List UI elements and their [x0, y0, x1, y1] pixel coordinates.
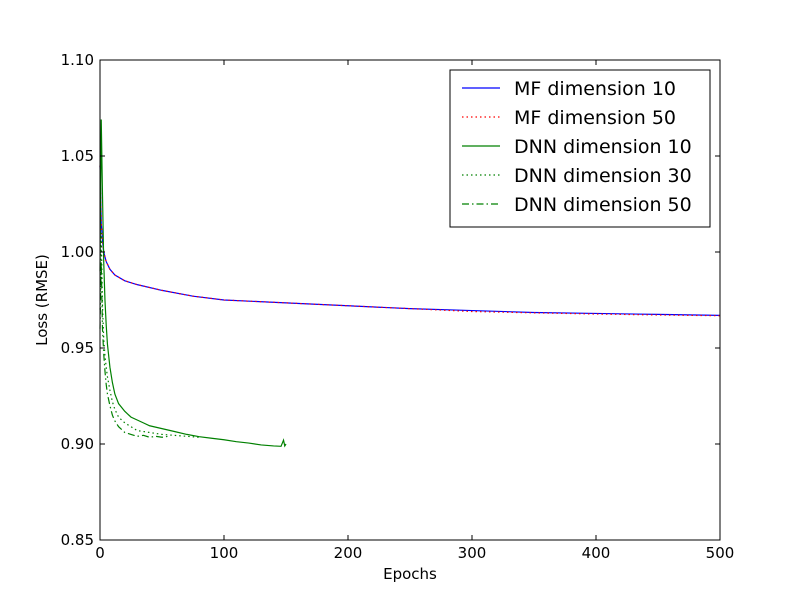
y-tick-label: 0.85: [61, 531, 94, 549]
x-tick-label: 500: [706, 544, 735, 562]
x-axis-label: Epochs: [383, 565, 437, 583]
legend-label: DNN dimension 10: [514, 136, 692, 158]
x-tick-label: 200: [334, 544, 363, 562]
y-tick-label: 1.05: [61, 147, 94, 165]
x-tick-label: 0: [95, 544, 105, 562]
plot-lines: [99, 119, 721, 448]
series-line-5: [99, 261, 169, 438]
series-line-3: [99, 119, 287, 448]
legend-box: [449, 69, 711, 228]
y-tick-label: 0.95: [61, 339, 94, 357]
axis-ticks: 0 100 200 300 400 500 0.85 0.90 0.95 1.00 1.05 1.10: [61, 51, 735, 562]
legend-label: MF dimension 50: [514, 107, 676, 129]
x-tick-label: 100: [210, 544, 239, 562]
series-line-4: [99, 232, 200, 438]
legend-label: MF dimension 10: [514, 78, 676, 100]
legend-label: DNN dimension 30: [514, 165, 692, 187]
y-tick-label: 1.10: [61, 51, 94, 69]
legend: MF dimension 10 MF dimension 50 DNN dimens…: [449, 69, 711, 228]
x-tick-label: 400: [582, 544, 611, 562]
x-tick-label: 300: [458, 544, 487, 562]
y-tick-label: 1.00: [61, 243, 94, 261]
legend-label: DNN dimension 50: [514, 194, 692, 216]
y-axis-label: Loss (RMSE): [33, 254, 51, 346]
plot-frame: [99, 59, 721, 541]
y-tick-label: 0.90: [61, 435, 94, 453]
